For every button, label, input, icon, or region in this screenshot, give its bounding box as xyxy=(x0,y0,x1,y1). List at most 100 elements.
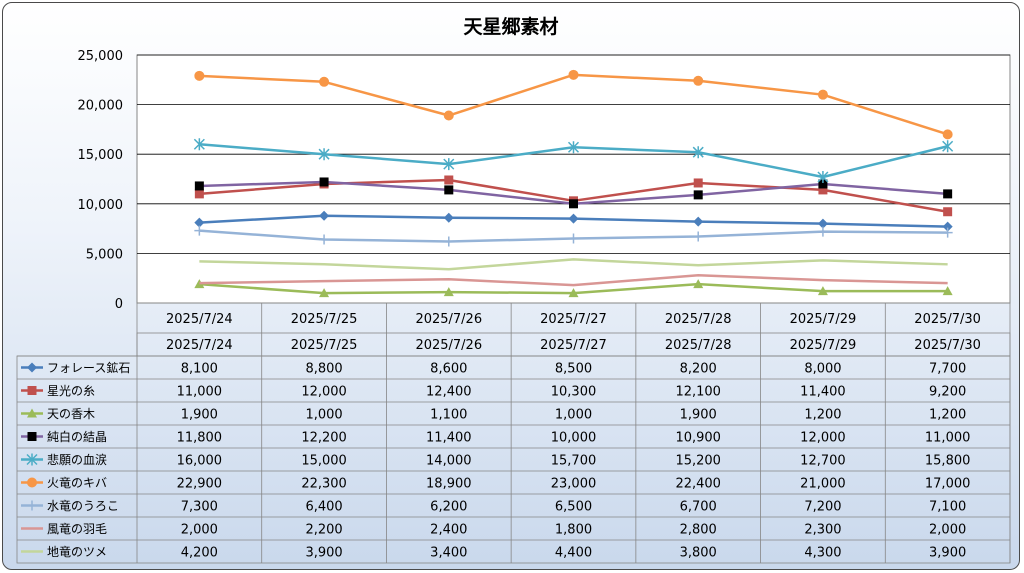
data-point xyxy=(194,217,205,228)
table-body-border xyxy=(16,355,1011,564)
data-point xyxy=(194,70,205,81)
plot-background xyxy=(136,54,1011,304)
table-cell-value: 1,000 xyxy=(305,408,342,423)
table-cell-value: 7,700 xyxy=(929,362,966,377)
data-point xyxy=(942,221,953,232)
data-point xyxy=(692,146,704,159)
table-cell-value: 8,000 xyxy=(804,362,841,377)
table-cell-value: 7,300 xyxy=(181,500,218,515)
table-cell-value: 2,300 xyxy=(804,523,841,538)
table-row-label: 悲願の血涙 xyxy=(47,452,107,467)
table-cell-value: 2,000 xyxy=(929,523,966,538)
data-point xyxy=(693,190,703,200)
table-header-date: 2025/7/28 xyxy=(665,338,732,353)
y-tick-label: 25,000 xyxy=(78,49,124,64)
table-cell-value: 2,000 xyxy=(181,523,218,538)
data-point xyxy=(568,288,579,298)
table-cell-value: 12,000 xyxy=(301,385,347,400)
data-point xyxy=(817,226,828,237)
data-point xyxy=(319,210,330,221)
table-cell-value: 1,200 xyxy=(929,408,966,423)
table-cell-value: 12,700 xyxy=(800,454,846,469)
x-tick-label: 2025/7/25 xyxy=(291,312,358,327)
table-cell-value: 10,000 xyxy=(551,431,597,446)
data-point xyxy=(443,110,454,121)
table-cell-value: 4,200 xyxy=(181,546,218,561)
data-point xyxy=(443,287,454,297)
table-row-label: 風竜の羽毛 xyxy=(47,522,107,536)
data-point xyxy=(942,140,954,153)
table-cell-value: 2,200 xyxy=(305,523,342,538)
table-cell-value: 12,200 xyxy=(301,431,347,446)
data-point xyxy=(319,76,330,87)
table-cell-value: 11,000 xyxy=(177,385,223,400)
table-cell-value: 12,100 xyxy=(675,385,721,400)
table-cell-value: 7,100 xyxy=(929,500,966,515)
table-cell-value: 11,800 xyxy=(177,431,223,446)
table-row-label: 天の香木 xyxy=(47,407,95,421)
table-row-label: 純白の結晶 xyxy=(47,429,107,444)
data-point xyxy=(444,175,454,185)
data-point xyxy=(443,212,454,223)
table-cell-value: 17,000 xyxy=(925,477,971,492)
legend-marker xyxy=(27,386,37,395)
series-4 xyxy=(194,177,953,209)
data-point xyxy=(817,218,828,229)
table-cell-value: 4,300 xyxy=(804,546,841,561)
data-point xyxy=(319,234,330,245)
legend-key-6 xyxy=(21,477,43,488)
y-tick-label: 15,000 xyxy=(78,148,124,163)
table-cell-value: 9,200 xyxy=(929,385,966,400)
data-point xyxy=(318,148,330,161)
series-5 xyxy=(193,138,954,184)
table-cell-value: 22,900 xyxy=(177,477,223,492)
data-point xyxy=(193,138,205,151)
table-cell-value: 4,400 xyxy=(555,546,592,561)
table-cell-value: 3,900 xyxy=(305,546,342,561)
x-tick-label: 2025/7/28 xyxy=(665,312,732,327)
y-tick-label: 0 xyxy=(115,297,123,312)
plot-area: 0 5,000 10,000 15,000 20,000 25,000 2025/7/24 2… xyxy=(78,49,1011,333)
table-cell-value: 6,500 xyxy=(555,500,592,515)
data-point xyxy=(943,189,953,199)
x-tick-label: 2025/7/27 xyxy=(540,312,607,327)
table-cell-value: 8,800 xyxy=(305,362,342,377)
series-6 xyxy=(194,69,953,140)
data-point xyxy=(693,231,704,242)
table-row-label: 地竜のツメ xyxy=(47,545,107,559)
table-cell-value: 23,000 xyxy=(551,477,597,492)
table-cell-value: 1,900 xyxy=(680,408,717,423)
table-cell-value: 8,100 xyxy=(181,362,218,377)
table-cell-value: 3,800 xyxy=(680,546,717,561)
table-cell-value: 10,300 xyxy=(551,385,597,400)
data-point xyxy=(817,89,828,100)
data-point xyxy=(194,225,205,236)
data-point xyxy=(817,171,829,184)
data-point xyxy=(319,288,330,298)
table-cell-value: 16,000 xyxy=(177,454,223,469)
table-header-date: 2025/7/25 xyxy=(291,338,358,353)
table-cell-value: 6,700 xyxy=(680,500,717,515)
legend-marker xyxy=(27,500,37,511)
data-point xyxy=(567,141,580,154)
table-cell-value: 11,400 xyxy=(426,431,472,446)
table-cell-value: 12,000 xyxy=(800,431,846,446)
table-cell-value: 14,000 xyxy=(426,454,472,469)
table-header-date: 2025/7/26 xyxy=(415,338,482,353)
table-cell-value: 11,000 xyxy=(925,431,971,446)
data-point xyxy=(319,177,329,187)
table-cell-value: 18,900 xyxy=(426,477,472,492)
data-point xyxy=(443,236,454,247)
table-cell-value: 6,400 xyxy=(305,500,342,515)
data-point xyxy=(818,179,828,189)
data-point xyxy=(569,199,578,209)
table-cell-value: 2,800 xyxy=(680,523,717,538)
table-cell-value: 3,400 xyxy=(430,546,467,561)
table-cell-value: 8,600 xyxy=(430,362,467,377)
data-point xyxy=(443,158,455,171)
data-table: 2025/7/24 2025/7/25 2025/7/26 2025/7/27 2025… xyxy=(16,332,1011,564)
table-cell-value: 21,000 xyxy=(800,477,846,492)
table-header-date: 2025/7/24 xyxy=(166,338,233,353)
data-point xyxy=(568,213,579,224)
table-header-date: 2025/7/29 xyxy=(790,338,857,353)
